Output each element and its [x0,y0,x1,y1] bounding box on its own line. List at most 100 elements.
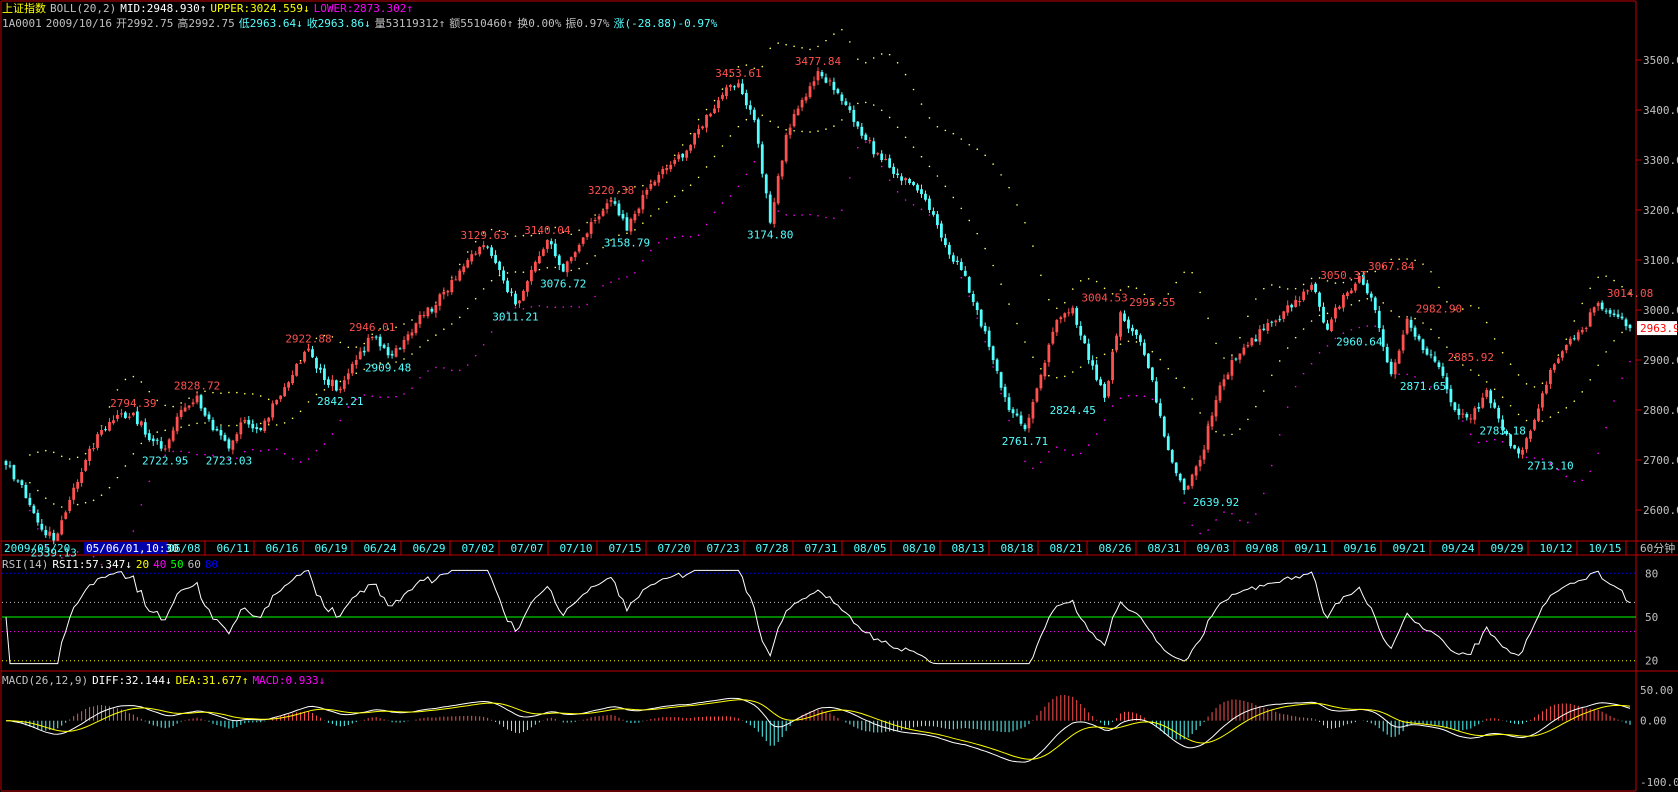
candle-body [207,414,211,420]
boll-upper-point [793,45,795,48]
high-label: 3004.53 [1081,292,1127,305]
boll-mid-point [1565,407,1568,409]
candle-body [932,211,935,215]
candle-body [108,421,111,431]
boll-lower-point [1183,502,1186,504]
candle-body [1310,284,1313,290]
boll-upper-point [204,390,206,393]
boll-mid-point [896,126,899,129]
candle-body [271,403,275,418]
boll-upper-point [466,251,469,253]
date-tick-label: 06/24 [363,542,396,555]
boll-mid-point [642,222,644,224]
candle-body [1286,305,1290,313]
boll-upper-point [570,233,573,236]
boll-upper-point [1374,270,1377,273]
boll-mid-point [841,119,843,121]
boll-upper-point [944,129,947,132]
boll-upper-point [1462,308,1464,310]
boll-mid-point [1135,341,1138,343]
candle-body [1059,317,1063,320]
boll-upper-point [1565,338,1568,340]
boll-mid-point [1517,413,1520,416]
boll-lower-point [1286,406,1289,408]
candle-body [1127,319,1130,329]
boll-upper-point [1143,293,1146,296]
boll-mid-point [1446,346,1448,348]
boll-upper-point [1438,286,1440,289]
candle-body [147,433,151,440]
boll-upper-point [618,190,620,193]
candle-body [796,108,800,116]
boll-mid-point [1469,369,1472,371]
boll-upper-point [1613,279,1615,282]
boll-upper-point [228,391,230,394]
candle-body [179,410,183,417]
candle-body [1198,460,1202,467]
boll-mid-point [777,126,779,128]
candle-body [1003,386,1007,398]
candle-body [1381,329,1385,347]
boll-mid-point [952,196,955,199]
candle-body [908,178,911,184]
boll-lower-point [1342,332,1345,335]
boll-upper-point [1159,302,1162,305]
boll-upper-point [586,221,588,224]
boll-lower-point [1071,454,1074,456]
candle-body [1294,300,1298,308]
boll-mid-point [220,424,222,426]
high-label: 3129.63 [460,229,506,242]
candle-body [1469,418,1473,420]
boll-mid-point [1613,339,1615,342]
boll-upper-point [1366,270,1369,273]
boll-mid-point [864,101,867,104]
candle-body [171,430,175,441]
candle-body [275,400,279,405]
candle-body [1314,283,1317,293]
boll-lower-point [1270,464,1273,467]
date-tick-label: 08/13 [951,542,984,555]
quote-amount: 额5510460↑ [449,17,514,30]
boll-lower-point [1294,385,1297,388]
boll-upper-point [1541,382,1544,385]
candle-body [255,427,259,430]
candle-body [916,184,919,191]
rsi-level-80: 80 [204,558,219,571]
boll-lower-point [586,303,588,306]
candle-body [124,412,127,419]
candle-body [912,181,915,185]
candle-body [920,189,923,195]
boll-mid-point [1286,347,1289,349]
candle-body [609,199,613,202]
boll-upper-point [315,337,318,340]
boll-lower-point [626,276,628,278]
high-label: 3220.38 [588,184,634,197]
candle-body [191,402,195,405]
boll-upper-point [1342,281,1345,284]
candle-body [725,87,728,97]
boll-lower-point [1016,441,1018,443]
boll-mid-point [37,489,39,492]
boll-upper-point [458,263,461,266]
candle-body [1421,339,1425,350]
candle-body [239,422,243,435]
boll-lower-point [259,450,262,452]
boll-lower-point [1135,394,1138,397]
boll-lower-point [665,237,668,240]
boll-upper-point [323,334,326,337]
boll-mid-point [1191,398,1193,400]
candle-body [1051,331,1055,344]
boll-lower-point [1462,420,1464,422]
boll-lower-point [833,217,835,219]
boll-lower-point [1573,480,1576,483]
high-label: 3453.61 [715,67,761,80]
date-tick-label: 06/19 [314,542,347,555]
boll-lower-point [880,165,883,168]
rsi-level-40: 40 [153,558,167,571]
candle-body [693,133,696,145]
candle-body [330,379,334,387]
boll-upper-point [1048,298,1050,301]
candle-body [342,380,346,389]
boll-mid-point [1016,322,1018,325]
